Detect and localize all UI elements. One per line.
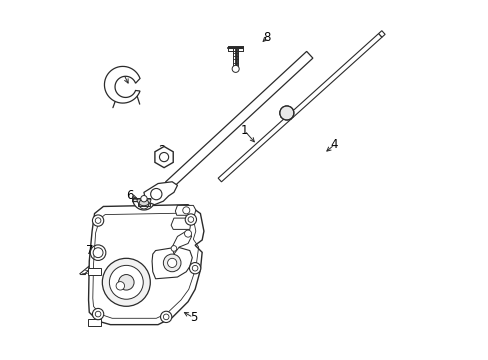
Circle shape: [118, 275, 134, 290]
Polygon shape: [155, 147, 173, 168]
Circle shape: [232, 66, 239, 72]
Circle shape: [167, 258, 176, 267]
Text: 7: 7: [85, 244, 93, 257]
Text: 5: 5: [189, 311, 197, 324]
Circle shape: [184, 230, 191, 237]
Polygon shape: [165, 51, 312, 189]
Text: 1: 1: [240, 124, 248, 137]
Polygon shape: [137, 199, 151, 206]
Circle shape: [159, 153, 168, 162]
Polygon shape: [88, 205, 203, 325]
Circle shape: [189, 262, 201, 274]
Circle shape: [183, 207, 189, 214]
Polygon shape: [137, 202, 150, 207]
Circle shape: [192, 265, 198, 271]
Circle shape: [102, 258, 150, 306]
Polygon shape: [171, 218, 190, 229]
Polygon shape: [175, 206, 195, 215]
Circle shape: [141, 195, 147, 202]
Circle shape: [171, 246, 176, 251]
Circle shape: [93, 248, 103, 258]
Polygon shape: [378, 31, 385, 37]
Text: 2: 2: [158, 144, 165, 157]
Polygon shape: [143, 182, 177, 205]
Polygon shape: [88, 268, 101, 275]
Circle shape: [163, 314, 169, 320]
Polygon shape: [152, 247, 192, 279]
Circle shape: [150, 189, 162, 200]
Circle shape: [163, 254, 181, 272]
Polygon shape: [88, 319, 101, 327]
Circle shape: [279, 106, 293, 120]
Text: 6: 6: [126, 189, 133, 202]
Text: 3: 3: [119, 66, 126, 79]
Text: 4: 4: [330, 138, 338, 151]
Polygon shape: [218, 33, 381, 182]
Polygon shape: [132, 199, 155, 210]
Circle shape: [188, 217, 193, 222]
Circle shape: [90, 245, 105, 260]
Polygon shape: [172, 231, 191, 254]
Circle shape: [109, 265, 143, 299]
Circle shape: [95, 311, 101, 317]
Circle shape: [116, 282, 124, 290]
Polygon shape: [104, 66, 140, 103]
Circle shape: [95, 218, 101, 224]
Circle shape: [185, 214, 196, 225]
Circle shape: [160, 311, 171, 323]
Circle shape: [92, 215, 103, 226]
Circle shape: [92, 309, 103, 320]
Text: 8: 8: [263, 31, 270, 44]
